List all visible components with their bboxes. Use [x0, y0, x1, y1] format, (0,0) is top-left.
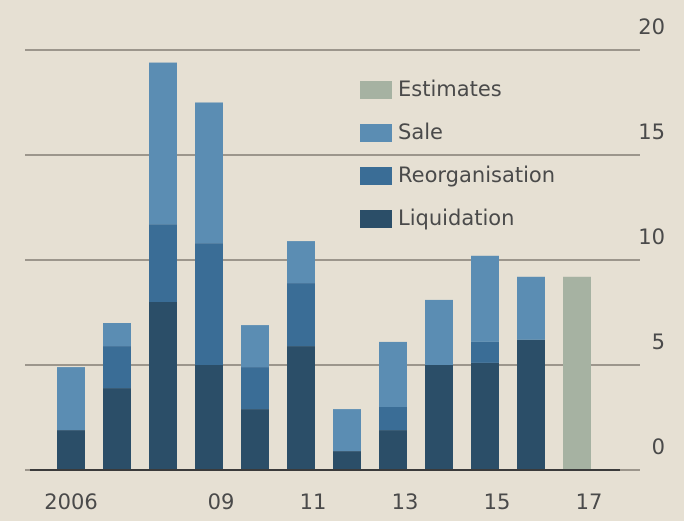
- legend-swatch: [360, 81, 392, 99]
- bar-segment: [517, 276, 545, 340]
- bar-segment: [379, 407, 407, 431]
- y-tick-label: 20: [638, 15, 665, 39]
- legend-label: Estimates: [398, 77, 502, 101]
- bar-segment: [57, 430, 85, 470]
- y-tick-label: 15: [638, 120, 665, 144]
- bar-segment: [195, 365, 223, 470]
- bar-segment: [103, 388, 131, 470]
- bar-segment: [333, 409, 361, 452]
- legend-swatch: [360, 210, 392, 228]
- bar-segment: [425, 299, 453, 365]
- bar-segment: [241, 409, 269, 470]
- bar-segment: [333, 451, 361, 470]
- bar-segment: [241, 325, 269, 368]
- bar-segment: [195, 102, 223, 244]
- bar-segment: [103, 323, 131, 347]
- bar-segment: [471, 341, 499, 363]
- y-tick-label: 0: [652, 435, 665, 459]
- x-tick-label: 15: [484, 490, 511, 514]
- bar-segment: [379, 430, 407, 470]
- bar-segment: [287, 283, 315, 347]
- bar-segment: [471, 362, 499, 470]
- bar-segment: [425, 365, 453, 470]
- bar-segment: [149, 302, 177, 470]
- legend-swatch: [360, 124, 392, 142]
- bar-segment: [103, 346, 131, 389]
- bar-segment: [563, 276, 591, 470]
- bar-segment: [57, 367, 85, 431]
- bar-segment: [471, 255, 499, 342]
- bar-segment: [517, 339, 545, 470]
- x-tick-label: 09: [208, 490, 235, 514]
- y-tick-label: 5: [652, 330, 665, 354]
- x-tick-label: 11: [300, 490, 327, 514]
- legend-label: Liquidation: [398, 206, 514, 230]
- y-tick-label: 10: [638, 225, 665, 249]
- bar-segment: [287, 346, 315, 470]
- legend-label: Reorganisation: [398, 163, 555, 187]
- bar-segment: [287, 241, 315, 284]
- x-tick-label: 2006: [44, 490, 97, 514]
- x-tick-label: 13: [392, 490, 419, 514]
- legend-swatch: [360, 167, 392, 185]
- bar-segment: [195, 243, 223, 365]
- bar-segment: [379, 341, 407, 407]
- x-tick-label: 17: [576, 490, 603, 514]
- bar-segment: [241, 367, 269, 410]
- bar-segment: [149, 62, 177, 225]
- legend-label: Sale: [398, 120, 443, 144]
- bar-segment: [149, 224, 177, 302]
